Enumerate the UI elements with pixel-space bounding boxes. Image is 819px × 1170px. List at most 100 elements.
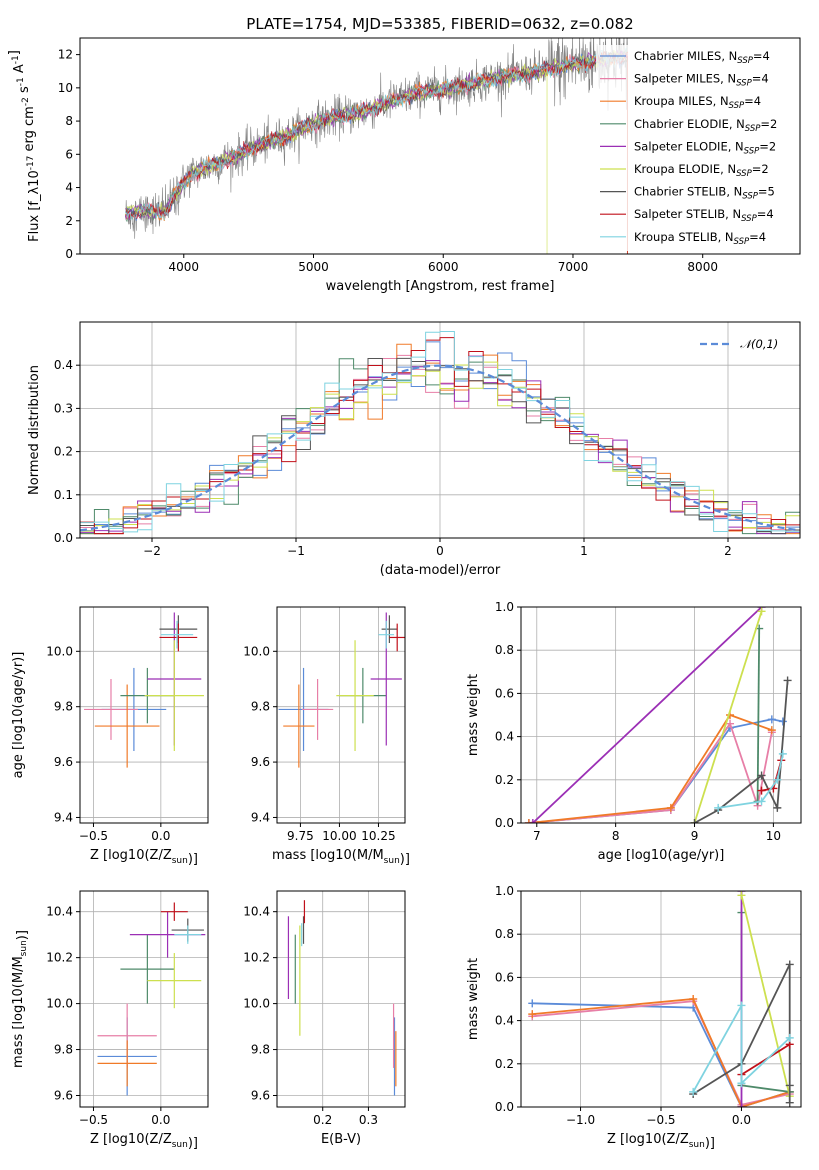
x-tick-label: 0.0 xyxy=(151,1113,170,1127)
axes-frame xyxy=(520,606,802,824)
y-tick-label: 4 xyxy=(65,181,73,195)
y-tick-label: 0.2 xyxy=(54,445,73,459)
error-bar-point xyxy=(159,623,198,652)
y-tick-label: 0 xyxy=(65,247,73,261)
error-bar-point xyxy=(301,679,334,740)
legend-label: Chabrier STELIB, NSSP=5 xyxy=(634,185,775,202)
axes-frame xyxy=(79,37,801,255)
y-tick-label: 0.0 xyxy=(495,816,514,830)
x-tick-label: 9 xyxy=(691,829,699,843)
weight-vs-age-panel: 7 8 9 10 0.0 0.2 0.4 0.6 0.8 1.0 age [log10(age/yr… xyxy=(466,600,802,863)
y-tick-label: 9.8 xyxy=(251,700,270,714)
x-tick-label: 10.25 xyxy=(361,829,395,843)
x-tick-label: −0.5 xyxy=(646,1113,675,1127)
legend-label: Kroupa ELODIE, NSSP=2 xyxy=(634,162,769,179)
x-tick-label: 7000 xyxy=(558,260,589,274)
weight-marker xyxy=(737,1103,746,1107)
y-axis-label: Normed distribution xyxy=(27,365,42,495)
error-bar-point xyxy=(389,623,405,652)
spectrum-legend: Chabrier MILES, NSSP=4 Salpeter MILES, NS… xyxy=(596,45,796,251)
x-axis-label: Z [log10(Z/Zsun)] xyxy=(90,848,198,867)
weight-marker xyxy=(767,726,776,735)
plot-area xyxy=(524,607,792,823)
weight-marker xyxy=(528,999,537,1008)
model-spectrum-line xyxy=(125,51,628,218)
plot-area xyxy=(84,612,204,768)
weight-marker xyxy=(778,749,787,758)
x-axis-label: wavelength [Angstrom, rest frame] xyxy=(326,279,555,294)
x-tick-label: 10 xyxy=(766,829,781,843)
weight-line xyxy=(532,607,763,823)
mass-vs-extinction-panel: 0.2 0.3 9.6 9.8 10.0 10.2 10.4 E(B-V) xyxy=(243,890,406,1147)
weight-marker xyxy=(778,717,787,726)
legend-label: Kroupa MILES, NSSP=4 xyxy=(634,94,761,111)
y-tick-label: 0.0 xyxy=(495,1100,514,1114)
model-spectrum-line xyxy=(125,49,628,221)
y-tick-label: 10 xyxy=(58,81,73,95)
weight-line xyxy=(692,1002,791,1093)
weight-line xyxy=(532,998,790,1107)
plot-area xyxy=(287,900,397,1096)
plot-area xyxy=(528,891,794,1107)
x-tick-label: 8 xyxy=(612,829,620,843)
error-bar-point xyxy=(378,620,395,649)
y-tick-label: 0.8 xyxy=(495,927,514,941)
weight-marker xyxy=(714,803,723,812)
y-axis-label: Flux [f_λ10-17 erg cm-2 s-1 A-1] xyxy=(7,50,42,242)
weight-marker xyxy=(737,1001,746,1010)
y-tick-label: 10.4 xyxy=(243,905,270,919)
weight-marker xyxy=(773,803,782,812)
y-tick-label: 10.0 xyxy=(243,644,270,658)
weight-marker xyxy=(737,1079,746,1088)
weight-marker xyxy=(767,715,776,724)
x-tick-label: −1 xyxy=(287,544,305,558)
weight-marker xyxy=(528,819,537,823)
error-bar-point xyxy=(94,684,160,768)
error-bar-point xyxy=(160,902,188,921)
x-tick-label: 1 xyxy=(580,544,588,558)
model-spectrum-line xyxy=(125,47,628,221)
y-tick-label: 10.2 xyxy=(243,951,270,965)
model-spectrum-line xyxy=(125,50,628,254)
model-spectrum-line xyxy=(125,51,628,221)
error-bar-point xyxy=(336,640,374,751)
y-tick-label: 9.4 xyxy=(251,810,270,824)
normal-curve xyxy=(80,364,798,532)
y-tick-label: 9.6 xyxy=(54,755,73,769)
plot-area xyxy=(278,612,405,768)
x-tick-label: −0.5 xyxy=(79,1113,108,1127)
x-axis-label: Z [log10(Z/Zsun)] xyxy=(90,1132,198,1151)
plot-area xyxy=(124,38,628,254)
age-vs-mass-panel: 9.75 10.00 10.25 9.4 9.6 9.8 10.0 mass [log10(M… xyxy=(243,606,410,867)
error-bar-point xyxy=(381,615,398,643)
weight-vs-metallicity-panel: −1.0 −0.5 0.0 0.0 0.2 0.4 0.6 0.8 1.0 Z [log10(Z/… xyxy=(466,884,802,1151)
weight-marker xyxy=(737,891,746,900)
weight-marker xyxy=(757,797,766,806)
weight-marker xyxy=(726,719,735,728)
x-tick-label: 0.2 xyxy=(313,1113,332,1127)
error-bar-point xyxy=(174,925,202,944)
weight-line xyxy=(740,895,791,1097)
axes-frame xyxy=(79,890,209,1108)
x-tick-label: 0 xyxy=(436,544,444,558)
legend-label: Salpeter MILES, NSSP=4 xyxy=(634,72,769,89)
x-tick-label: 7 xyxy=(533,829,541,843)
weight-marker xyxy=(785,1098,794,1107)
y-tick-label: 9.8 xyxy=(251,1043,270,1057)
y-axis-label: mass weight xyxy=(466,958,481,1040)
x-tick-label: 9.75 xyxy=(287,829,314,843)
y-tick-label: 0.0 xyxy=(54,531,73,545)
error-bar-point xyxy=(97,1040,157,1087)
x-tick-label: −2 xyxy=(143,544,161,558)
y-tick-label: 9.6 xyxy=(251,1089,270,1103)
x-tick-label: −1.0 xyxy=(566,1113,595,1127)
y-tick-label: 9.4 xyxy=(54,810,73,824)
y-tick-label: 10.0 xyxy=(243,997,270,1011)
weight-line xyxy=(756,628,761,802)
x-tick-label: 0.0 xyxy=(151,829,170,843)
y-tick-label: 10.0 xyxy=(46,997,73,1011)
axes-frame xyxy=(276,606,406,824)
weight-marker xyxy=(690,819,699,823)
legend-label: Chabrier MILES, NSSP=4 xyxy=(634,49,770,66)
x-axis-label: mass [log10(M/Msun)] xyxy=(272,848,410,867)
